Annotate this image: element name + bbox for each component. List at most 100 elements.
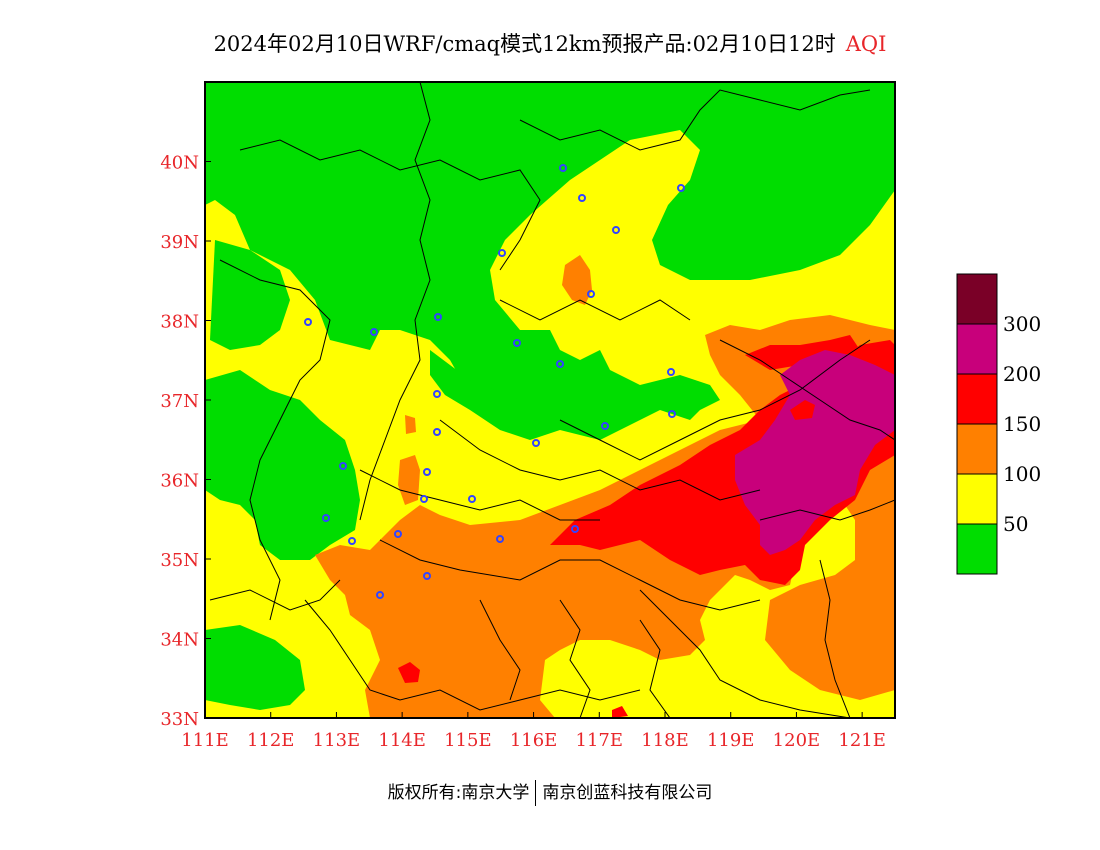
boundary-hebei-shandong [559,339,871,461]
x-tick-label: 119E [707,730,755,751]
city-marker [468,495,476,503]
footer: 版权所有:南京大学 南京创蓝科技有限公司 [0,778,1100,806]
boundary-henan-hubei [304,599,641,711]
boundary-beijing-tianjin [519,89,871,151]
city-marker [578,194,586,202]
city-marker [348,537,356,545]
aqi-legend: 300 200 150 100 50 [956,273,1041,575]
boundary-western [219,259,331,621]
legend-label: 100 [1003,462,1041,486]
map-title: 2024年02月10日WRF/cmaq模式12km预报产品:02月10日12时 A… [0,28,1100,58]
boundary-south-c [639,619,671,718]
usg-area-handan [398,455,420,505]
legend-swatch [956,373,998,425]
city-marker [559,164,567,172]
y-tick-label: 40N [160,153,199,174]
city-marker [556,360,564,368]
title-variable: AQI [845,32,887,56]
city-marker [612,226,620,234]
city-marker [571,525,579,533]
boundary-jiangsu-anhui [639,589,851,718]
y-tick-label: 34N [160,630,199,651]
boundary-east-a [759,499,895,521]
title-main: 2024年02月10日WRF/cmaq模式12km预报产品:02月10日12时 [213,32,836,56]
city-marker [304,318,312,326]
y-tick-label: 33N [160,709,199,730]
good-area-west-mid [210,240,290,350]
legend-label: 300 [1003,312,1041,336]
boundary-east-b [819,559,851,718]
boundary-south-b [559,599,591,718]
boundary-central-c [359,469,600,521]
city-marker [587,290,595,298]
city-marker [434,313,442,321]
city-marker [532,439,540,447]
city-marker [423,468,431,476]
usg-area-xingtai [405,415,416,434]
city-marker [498,249,506,257]
unhealthy-spot-bottom [612,706,628,718]
city-marker [513,339,521,347]
good-area-north-top [205,82,300,140]
boundary-south-a [479,599,521,701]
company-text: 南京创蓝科技有限公司 [542,783,713,803]
good-area-central [430,350,560,440]
x-tick-label: 112E [247,730,295,751]
usg-area-baoding [562,255,592,305]
city-marker [433,428,441,436]
x-axis: 111E 112E 113E 114E 115E 116E 117E 118E 119E 120E… [181,712,886,751]
city-marker [339,462,347,470]
good-area-west [205,370,360,560]
boundary-central-b [439,419,761,501]
city-marker [420,495,428,503]
x-tick-label: 111E [181,730,229,751]
x-tick-label: 114E [378,730,426,751]
x-tick-label: 113E [313,730,361,751]
copyright-text: 版权所有:南京大学 [387,783,530,803]
x-tick-label: 116E [510,730,558,751]
unhealthy-spot-south [398,662,420,683]
y-tick-label: 35N [160,550,199,571]
y-tick-label: 37N [160,391,199,412]
y-tick-label: 38N [160,312,199,333]
footer-separator [535,780,537,806]
boundary-northern [239,139,541,271]
legend-swatch [956,473,998,525]
city-marker [677,184,685,192]
city-marker [668,410,676,418]
legend-swatch [956,273,998,325]
x-tick-label: 117E [576,730,624,751]
unhealthy-area-east-top [745,335,860,370]
boundary-central-a [499,299,691,321]
city-marker [376,591,384,599]
city-marker [496,535,504,543]
legend-label: 150 [1003,412,1041,436]
boundary-southwest [209,579,341,611]
aqi-field [205,82,895,718]
boundary-lines [209,82,895,718]
legend-swatch [956,423,998,475]
city-marker [423,572,431,580]
boundary-henan-shandong [379,539,761,611]
very-unhealthy-area-east [735,350,895,555]
legend-label: 50 [1003,512,1028,536]
y-tick-label: 36N [160,471,199,492]
boundary-shandong-coast [719,339,895,441]
good-area-north [205,82,895,440]
y-axis: 40N 39N 38N 37N 36N 35N 34N 33N [160,153,211,730]
city-marker [322,514,330,522]
city-marker [394,530,402,538]
city-marker [601,422,609,430]
x-tick-label: 120E [773,730,821,751]
city-marker [370,328,378,336]
city-marker [667,368,675,376]
legend-label: 200 [1003,362,1041,386]
x-tick-label: 121E [838,730,886,751]
x-tick-label: 118E [641,730,689,751]
very-unhealthy-hole [790,400,815,420]
legend-swatch [956,523,998,575]
good-area-southwest [205,625,305,710]
boundary-hebei-shanxi [359,82,431,521]
x-tick-label: 115E [444,730,492,751]
